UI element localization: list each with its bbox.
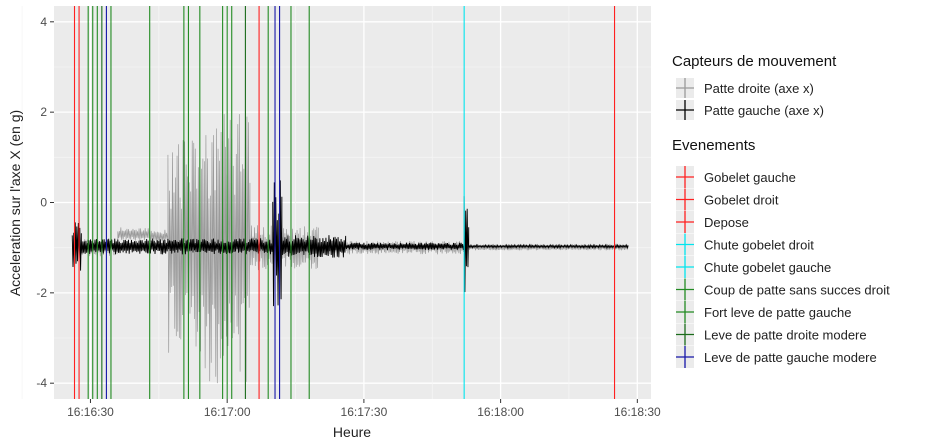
x-tick-label: 16:17:30 [341, 405, 388, 419]
x-tick-label: 16:18:30 [614, 405, 661, 419]
x-tick-label: 16:18:00 [477, 405, 524, 419]
legend-event-label: Fort leve de patte gauche [704, 305, 851, 320]
axes: -4 -2 0 2 4 16:16:30 16:17:00 16:17:30 16:18:00 1… [36, 15, 661, 419]
legend-event-label: Gobelet gauche [704, 170, 796, 185]
legend-title-sensors: Capteurs de mouvement [672, 53, 837, 70]
legend-event-label: Leve de patte droite modere [704, 328, 867, 343]
legend-event-label: Chute gobelet droit [704, 238, 814, 253]
grid-lines [21, 6, 651, 399]
legend-sensor-label: Patte gauche (axe x) [704, 103, 824, 118]
legend-event-label: Coup de patte sans succes droit [704, 283, 890, 298]
legend-event-label: Chute gobelet gauche [704, 260, 831, 275]
x-axis-title: Heure [333, 424, 371, 440]
sensor-series [71, 112, 629, 384]
legend: Capteurs de mouvement Patte droite (axe x… [672, 53, 890, 368]
y-tick-label: -2 [36, 286, 47, 300]
legend-event-label: Leve de patte gauche modere [704, 350, 877, 365]
y-tick-label: 2 [40, 105, 47, 119]
legend-title-events: Evenements [672, 137, 755, 154]
y-tick-label: -4 [36, 376, 47, 390]
y-axis-title: Acceleration sur l'axe X (en g) [7, 110, 23, 296]
y-tick-label: 0 [40, 196, 47, 210]
legend-sensor-label: Patte droite (axe x) [704, 81, 814, 96]
event-lines [73, 6, 616, 399]
legend-event-label: Gobelet droit [704, 193, 779, 208]
y-tick-label: 4 [40, 15, 47, 29]
legend-event-label: Depose [704, 215, 749, 230]
series-line [71, 180, 629, 307]
x-tick-label: 16:17:00 [204, 405, 251, 419]
series-line [71, 112, 629, 384]
x-tick-label: 16:16:30 [67, 405, 114, 419]
